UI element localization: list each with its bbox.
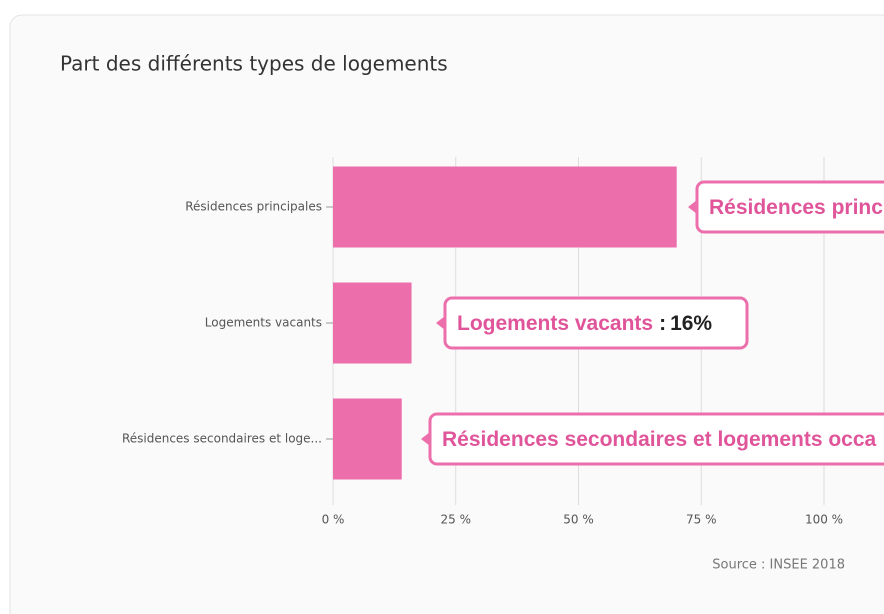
- tooltip-separator: :: [659, 312, 666, 335]
- tooltip-pointer: [436, 316, 445, 330]
- tooltip-text: Logements vacants:16%: [457, 312, 712, 335]
- tooltip-text: Résidences secondaires et logements occa: [442, 428, 877, 451]
- source: Source : INSEE 2018: [712, 558, 845, 573]
- tooltip: [428, 412, 884, 466]
- tooltip-name: Logements vacants: [457, 312, 653, 335]
- tooltip-pointer: [421, 432, 430, 446]
- tooltip: [695, 180, 884, 234]
- bar: [333, 398, 402, 480]
- y-tick-label: Logements vacants: [205, 316, 322, 330]
- bar: [333, 282, 412, 364]
- chart-title: Part des différents types de logements: [60, 52, 448, 76]
- tooltip-pointer: [688, 200, 697, 214]
- x-tick-label: 75 %: [686, 513, 717, 527]
- x-tick-label: 50 %: [563, 513, 594, 527]
- tooltip-name: Résidences princ: [709, 196, 883, 219]
- y-tick-label: Résidences principales: [185, 200, 322, 214]
- bar: [333, 166, 677, 248]
- x-tick-label: 100 %: [805, 513, 843, 527]
- value-label: 16%: [670, 312, 712, 335]
- x-tick-label: 0 %: [322, 513, 345, 527]
- tooltip: [443, 296, 749, 350]
- tooltip-text: Résidences princ: [709, 196, 883, 219]
- tooltip-name: Résidences secondaires et logements occa: [442, 428, 877, 451]
- y-tick-label: Résidences secondaires et loge...: [122, 432, 322, 446]
- x-tick-label: 25 %: [441, 513, 472, 527]
